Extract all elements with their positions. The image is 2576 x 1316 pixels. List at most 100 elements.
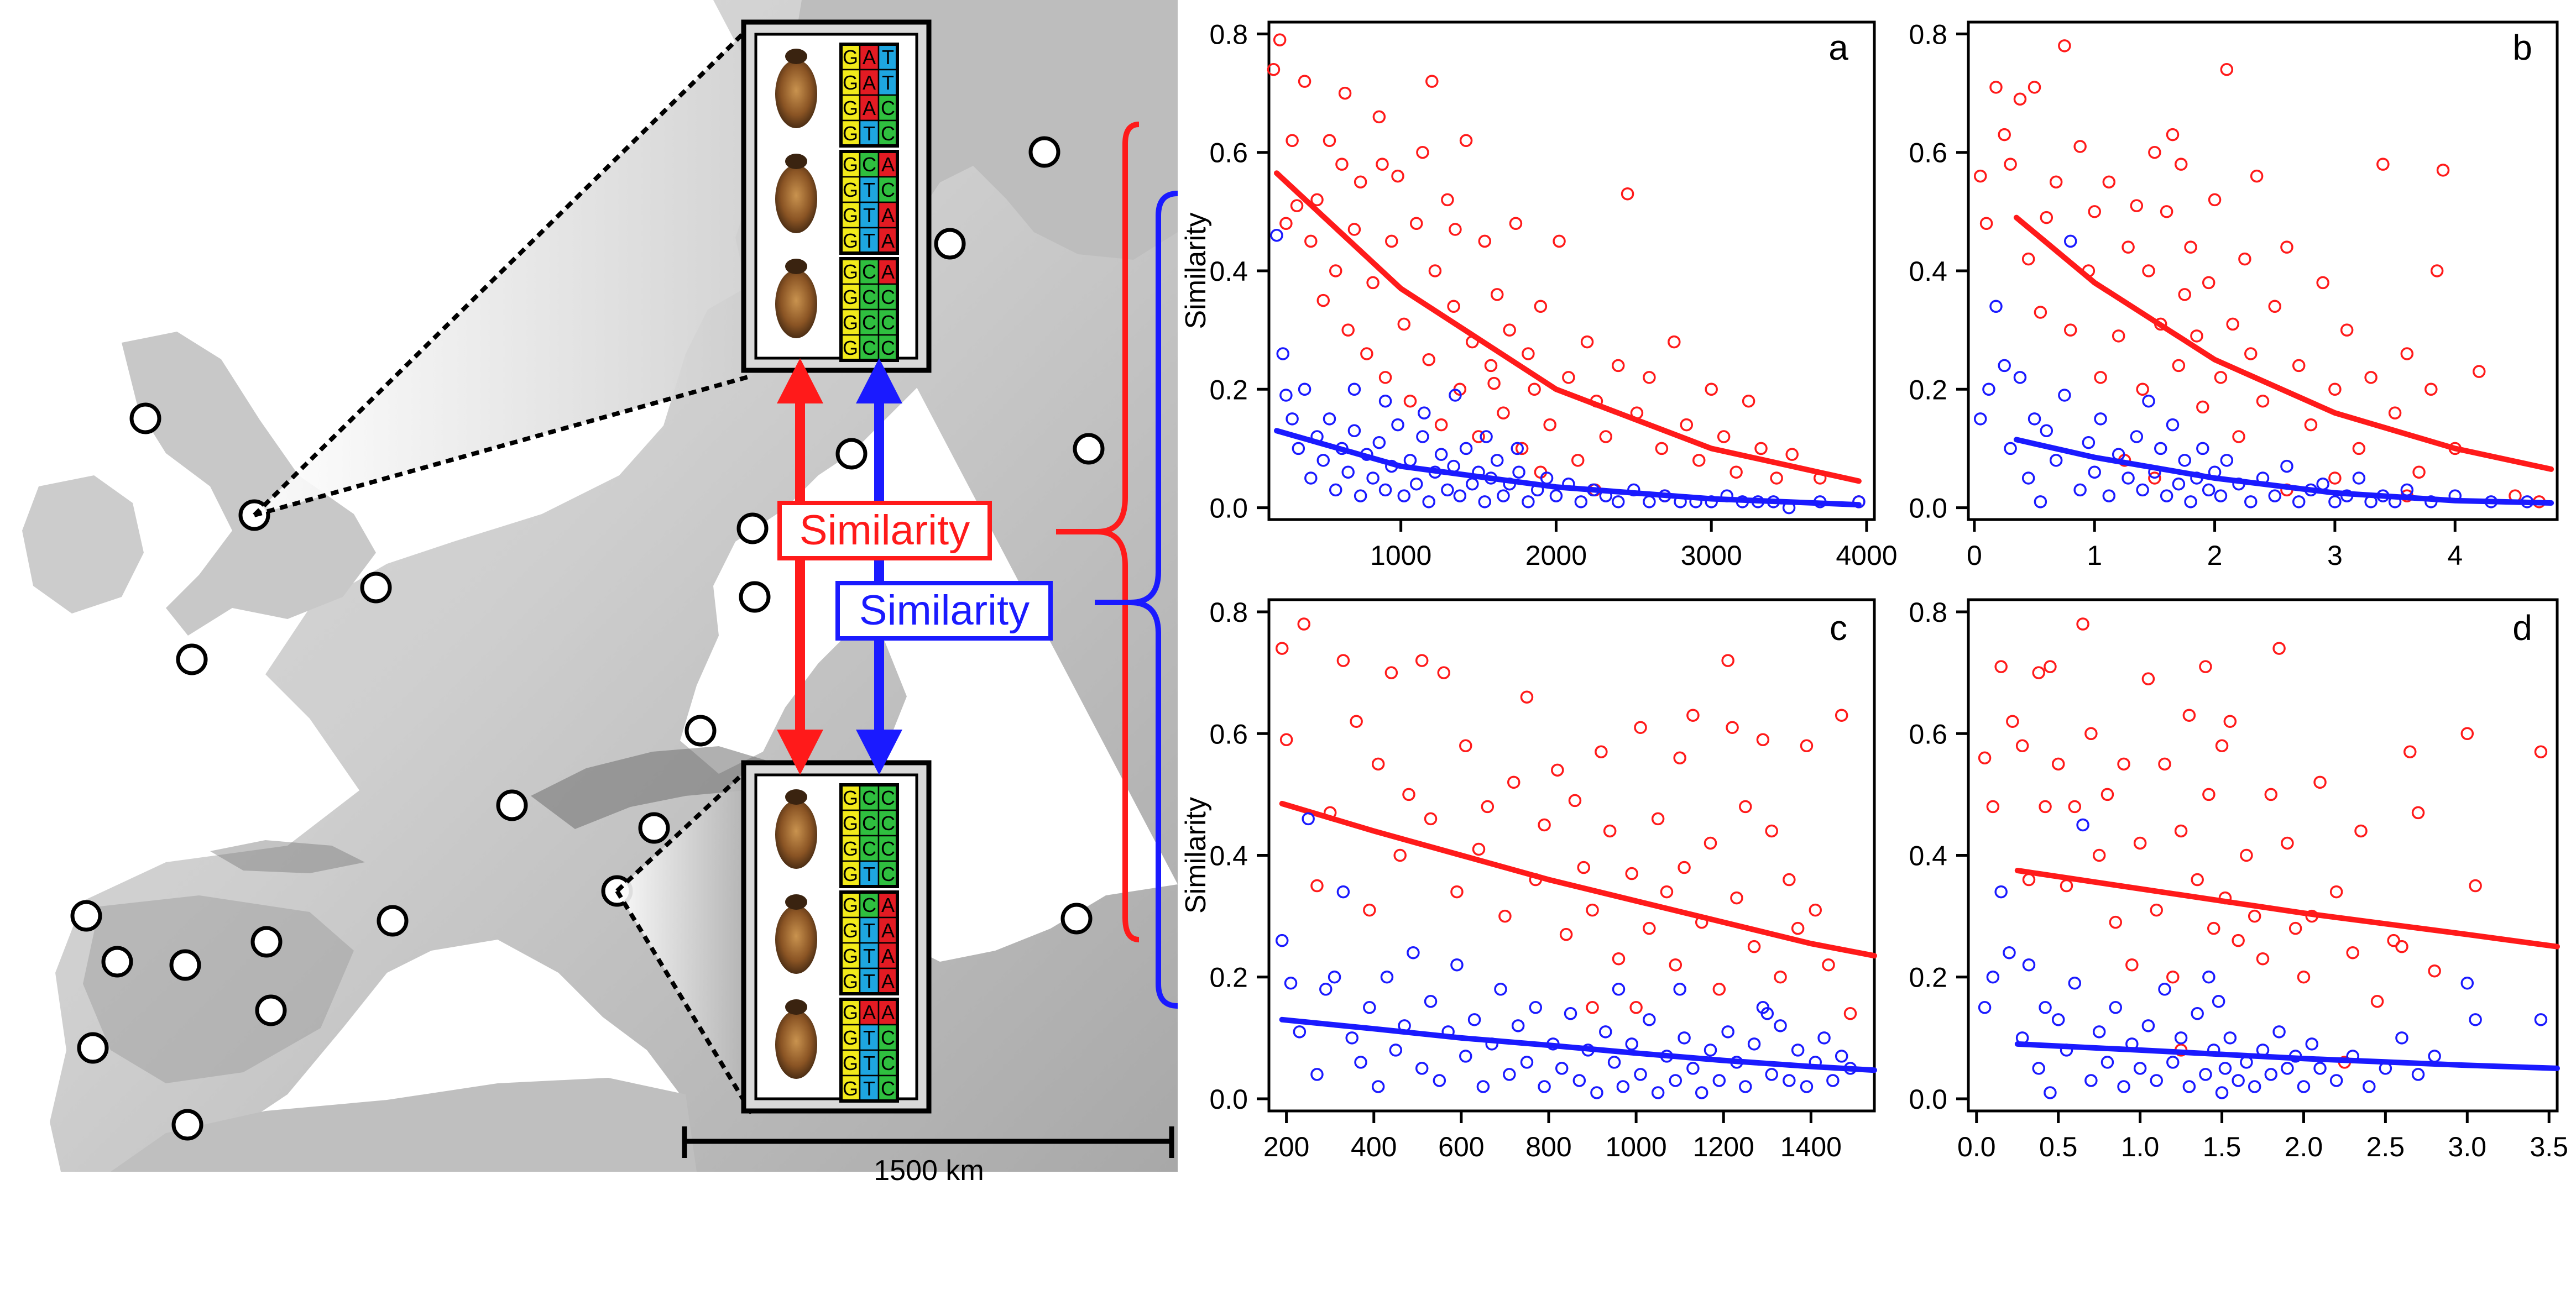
- data-point: [1528, 382, 1541, 396]
- data-point: [1391, 418, 1404, 432]
- data-point: [1403, 394, 1417, 408]
- data-point: [1555, 1062, 1569, 1075]
- data-point: [2352, 442, 2366, 455]
- data-point: [1590, 1086, 1603, 1099]
- data-point: [2094, 371, 2107, 384]
- nucleotide-letter: G: [843, 179, 858, 201]
- series-red: [1275, 617, 1877, 1020]
- nucleotide-letter: C: [881, 179, 895, 201]
- data-point: [2214, 489, 2228, 502]
- nucleotide-letter: A: [881, 945, 895, 967]
- data-point: [1522, 495, 1535, 508]
- data-point: [2130, 430, 2144, 443]
- data-point: [1472, 430, 1485, 443]
- x-tick-label: 200: [1263, 1131, 1309, 1162]
- site-marker: [360, 572, 392, 604]
- nucleotide-letter: T: [863, 1077, 875, 1100]
- data-point: [2534, 745, 2548, 759]
- data-point: [2040, 424, 2054, 438]
- similarity-arrow-red: [777, 358, 823, 775]
- data-point: [1643, 1013, 1656, 1026]
- nucleotide-cell: [877, 69, 898, 96]
- nucleotide-letter: G: [843, 337, 858, 359]
- data-point: [2150, 1074, 2163, 1087]
- data-point: [2346, 946, 2359, 960]
- data-point: [1586, 903, 1599, 917]
- data-point: [2199, 660, 2212, 673]
- nucleotide-letter: T: [863, 179, 875, 201]
- data-point: [1428, 264, 1442, 277]
- data-point: [1304, 234, 1318, 248]
- data-point: [1580, 335, 1594, 349]
- nucleotide-cell: [859, 967, 880, 995]
- data-point: [2136, 382, 2149, 396]
- plot-frame: [1967, 20, 2559, 521]
- data-point: [2184, 495, 2197, 508]
- data-point: [2208, 193, 2222, 207]
- nucleotide-cell: [840, 1049, 861, 1077]
- data-point: [1293, 1025, 1307, 1039]
- data-point: [2212, 995, 2225, 1008]
- data-point: [2328, 471, 2342, 485]
- data-point: [1347, 424, 1361, 438]
- data-point: [1986, 970, 2000, 984]
- data-point: [1345, 1031, 1358, 1045]
- nucleotide-letter: G: [843, 71, 858, 94]
- data-point: [2051, 757, 2065, 771]
- data-point: [2184, 240, 2197, 254]
- data-point: [1372, 436, 1386, 449]
- data-point: [1655, 442, 1669, 455]
- data-point: [2363, 1080, 2376, 1093]
- data-point: [2039, 1001, 2052, 1014]
- data-point: [1978, 1001, 1992, 1014]
- data-point: [2202, 788, 2216, 801]
- data-point: [1739, 800, 1752, 814]
- data-point: [2280, 240, 2293, 254]
- data-point: [2022, 958, 2036, 972]
- data-point: [1371, 1080, 1385, 1093]
- x-tick-label: 1: [2087, 540, 2102, 571]
- nucleotide-letter: C: [862, 787, 876, 809]
- data-point: [2154, 442, 2167, 455]
- data-point: [1449, 389, 1462, 402]
- data-point: [1612, 983, 1626, 996]
- data-point: [2158, 983, 2171, 996]
- data-point: [2148, 471, 2161, 485]
- panel-label: c: [1830, 608, 1847, 648]
- data-point: [1651, 812, 1665, 826]
- nucleotide-cell: [877, 967, 898, 995]
- data-point: [1599, 430, 1613, 443]
- nucleotide-letter: G: [843, 153, 858, 176]
- data-point: [2003, 946, 2016, 960]
- data-point: [1409, 217, 1423, 230]
- data-point: [1704, 836, 1717, 850]
- data-point: [1507, 775, 1520, 789]
- data-point: [2240, 848, 2253, 862]
- data-point: [2220, 454, 2234, 467]
- data-point: [1336, 654, 1350, 667]
- data-point: [1422, 353, 1435, 366]
- data-point: [1994, 660, 2008, 673]
- data-point: [2136, 483, 2149, 497]
- data-point: [2272, 1025, 2286, 1039]
- nucleotide-letter: G: [843, 945, 858, 967]
- nucleotide-letter: C: [862, 837, 876, 860]
- nucleotide-letter: C: [881, 837, 895, 860]
- data-point: [1459, 739, 1472, 753]
- data-point: [2354, 824, 2368, 838]
- data-point: [1391, 169, 1404, 183]
- data-point: [2109, 1001, 2122, 1014]
- data-point: [2364, 371, 2378, 384]
- data-point: [1695, 1086, 1708, 1099]
- y-tick-label: 0.8: [1909, 19, 1947, 50]
- data-point: [2158, 757, 2171, 771]
- data-point: [2460, 977, 2474, 990]
- nucleotide-letter: C: [881, 1026, 895, 1049]
- data-point: [1286, 412, 1299, 426]
- data-point: [2094, 412, 2107, 426]
- x-tick-label: 1.0: [2121, 1131, 2160, 1162]
- nucleotide-letter: T: [863, 1052, 875, 1074]
- data-point: [1418, 406, 1431, 420]
- data-point: [2264, 788, 2278, 801]
- data-point: [1397, 317, 1411, 331]
